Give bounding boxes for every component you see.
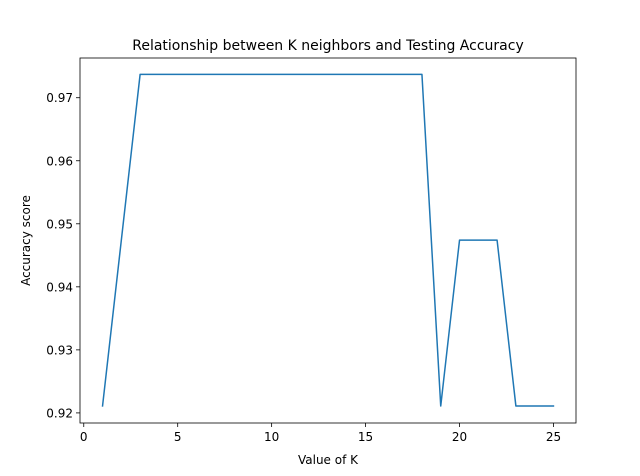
x-tick-label: 20 [452, 430, 467, 444]
y-axis-label: Accuracy score [19, 195, 33, 286]
y-tick-label: 0.96 [46, 154, 73, 168]
x-axis-ticks: 0 5 10 15 20 25 [80, 423, 561, 444]
y-tick-label: 0.95 [46, 217, 73, 231]
y-tick-label: 0.94 [46, 280, 73, 294]
y-tick-label: 0.97 [46, 91, 73, 105]
x-tick-label: 10 [264, 430, 279, 444]
series-line-0 [101, 73, 555, 407]
x-tick-label: 0 [80, 430, 88, 444]
y-tick-label: 0.93 [46, 343, 73, 357]
y-tick-label: 0.92 [46, 406, 73, 420]
x-tick-label: 5 [174, 430, 182, 444]
plot-frame [79, 57, 577, 424]
chart-title: Relationship between K neighbors and Tes… [132, 38, 523, 54]
x-tick-label: 25 [546, 430, 561, 444]
series-layer [101, 73, 555, 407]
y-axis-ticks: 0.92 0.93 0.94 0.95 0.96 0.97 [46, 91, 80, 420]
x-axis-label: Value of K [298, 453, 359, 467]
x-tick-label: 15 [358, 430, 373, 444]
plot-area: 0 5 10 15 20 25 0.92 0.93 0.94 0.95 0.96 0.97 [46, 57, 577, 444]
